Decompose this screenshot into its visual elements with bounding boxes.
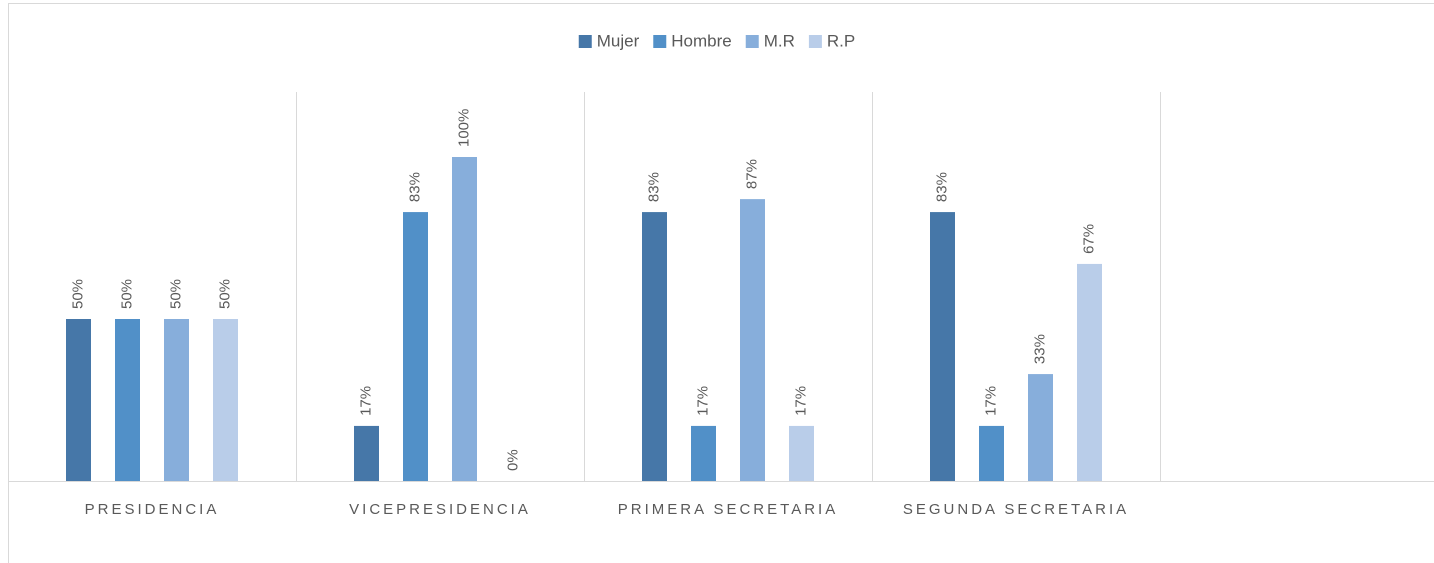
bar (789, 425, 814, 481)
bar (1028, 374, 1053, 481)
data-label: 17% (982, 386, 999, 416)
data-label: 83% (933, 172, 950, 202)
bar (979, 425, 1004, 481)
data-label: 33% (1031, 334, 1048, 364)
legend-swatch (653, 35, 667, 48)
bar (164, 319, 189, 481)
bar (452, 157, 477, 481)
bar (354, 425, 379, 481)
data-label: 87% (743, 159, 760, 189)
x-tick-label: VICEPRESIDENCIA (349, 501, 531, 518)
bar (213, 319, 238, 481)
data-label: 50% (216, 279, 233, 309)
chart-frame (8, 3, 1434, 563)
legend-swatch (808, 35, 822, 48)
x-tick-label: SEGUNDA SECRETARIA (903, 501, 1129, 518)
bar (740, 199, 765, 481)
legend-swatch (578, 35, 592, 48)
bar (66, 319, 91, 481)
bar (691, 425, 716, 481)
data-label: 17% (357, 386, 374, 416)
legend-label: Mujer (597, 31, 640, 50)
data-label: 100% (455, 109, 472, 147)
data-label: 0% (504, 449, 521, 471)
x-tick-label: PRIMERA SECRETARIA (618, 501, 838, 518)
bar (930, 212, 955, 481)
bar (642, 212, 667, 481)
x-tick-label: PRESIDENCIA (85, 501, 220, 518)
data-label: 50% (118, 279, 135, 309)
bar (403, 212, 428, 481)
data-label: 17% (792, 386, 809, 416)
bar (115, 319, 140, 481)
legend-label: Hombre (671, 31, 731, 50)
bar (1077, 263, 1102, 481)
data-label: 17% (694, 386, 711, 416)
data-label: 50% (69, 279, 86, 309)
data-label: 83% (645, 172, 662, 202)
data-label: 67% (1080, 224, 1097, 254)
data-label: 50% (167, 279, 184, 309)
legend-label: R.P (827, 31, 855, 50)
legend-label: M.R (764, 31, 795, 50)
legend-swatch (745, 35, 759, 48)
data-label: 83% (406, 172, 423, 202)
